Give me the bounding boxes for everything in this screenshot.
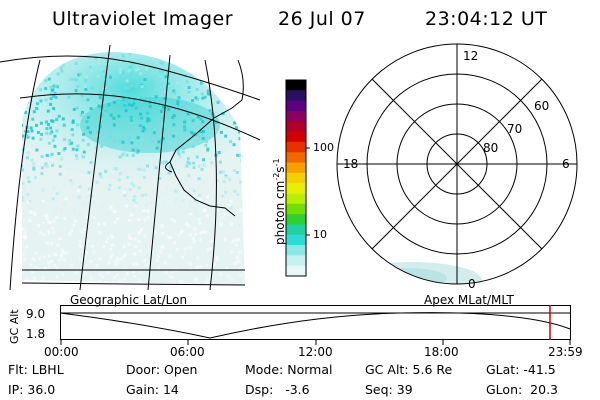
colorbar-segment (286, 234, 306, 246)
alt-xtick-0600: 06:00 (170, 345, 205, 359)
colorbar-segment (286, 245, 306, 256)
footer-filter: Flt: LBHL (8, 362, 64, 377)
coastline (169, 59, 244, 217)
lat-label-60: 60 (534, 99, 549, 113)
colorbar-segment (286, 90, 306, 102)
footer-ip: IP: 36.0 (8, 382, 56, 397)
colorbar-segment (286, 172, 306, 184)
date-label: 26 Jul 07 (278, 8, 366, 30)
altitude-ylabel: GC Alt (8, 309, 21, 344)
left-map-caption: Geographic Lat/Lon (70, 293, 188, 307)
footer-door: Door: Open (126, 362, 198, 377)
mlt-label-12: 12 (463, 49, 478, 63)
colorbar-segment (286, 152, 306, 164)
colorbar-unit: photon cm-2s-1 (272, 158, 287, 245)
colorbar-segment (286, 214, 306, 225)
footer-glon: GLon: 20.3 (486, 382, 559, 397)
polar-plot: 12 18 6 0 60 70 80 (336, 43, 578, 291)
footer-dsp: Dsp: -3.6 (245, 382, 310, 397)
polar-caption: Apex MLat/MLT (424, 293, 514, 307)
alt-xtick-2359: 23:59 (548, 345, 583, 359)
colorbar-segment (286, 255, 306, 267)
mlt-label-18: 18 (343, 157, 358, 171)
colorbar-tick-10: 10 (313, 228, 327, 241)
colorbar-segment (286, 224, 306, 236)
alt-xtick-1200: 12:00 (298, 345, 333, 359)
footer-mode: Mode: Normal (245, 362, 333, 377)
colorbar-segment (286, 100, 306, 112)
footer-gain: Gain: 14 (126, 382, 179, 397)
colorbar-tick-100: 100 (313, 141, 334, 154)
instrument-title: Ultraviolet Imager (52, 8, 234, 30)
colorbar-segment (286, 131, 306, 143)
altitude-curve (59, 312, 571, 339)
footer-seq: Seq: 39 (365, 382, 413, 397)
colorbar-segment (286, 183, 306, 194)
mlt-label-00: 0 (468, 277, 476, 291)
alt-ytick-max: 9.0 (26, 307, 46, 321)
alt-ytick-min: 1.8 (26, 327, 46, 341)
lat-label-80: 80 (483, 141, 498, 155)
footer-gc-alt: GC Alt: 5.6 Re (365, 362, 453, 377)
alt-xtick-0000: 00:00 (44, 345, 79, 359)
colorbar-segment (286, 162, 306, 174)
colorbar-segment (286, 193, 306, 205)
colorbar-segment (286, 110, 306, 122)
altitude-plot (59, 305, 571, 345)
colorbar-segment (286, 141, 306, 153)
colorbar-segment (286, 80, 306, 91)
mlt-label-06: 6 (562, 157, 570, 171)
colorbar-segment (286, 265, 306, 277)
colorbar-segment (286, 121, 306, 133)
graticule (0, 44, 261, 291)
footer-glat: GLat: -41.5 (486, 362, 556, 377)
geographic-map (0, 44, 261, 291)
lat-label-70: 70 (507, 122, 522, 136)
time-label: 23:04:12 UT (425, 8, 548, 30)
colorbar-segment (286, 203, 306, 215)
alt-xtick-1800: 18:00 (424, 345, 459, 359)
color-bar (285, 79, 310, 277)
